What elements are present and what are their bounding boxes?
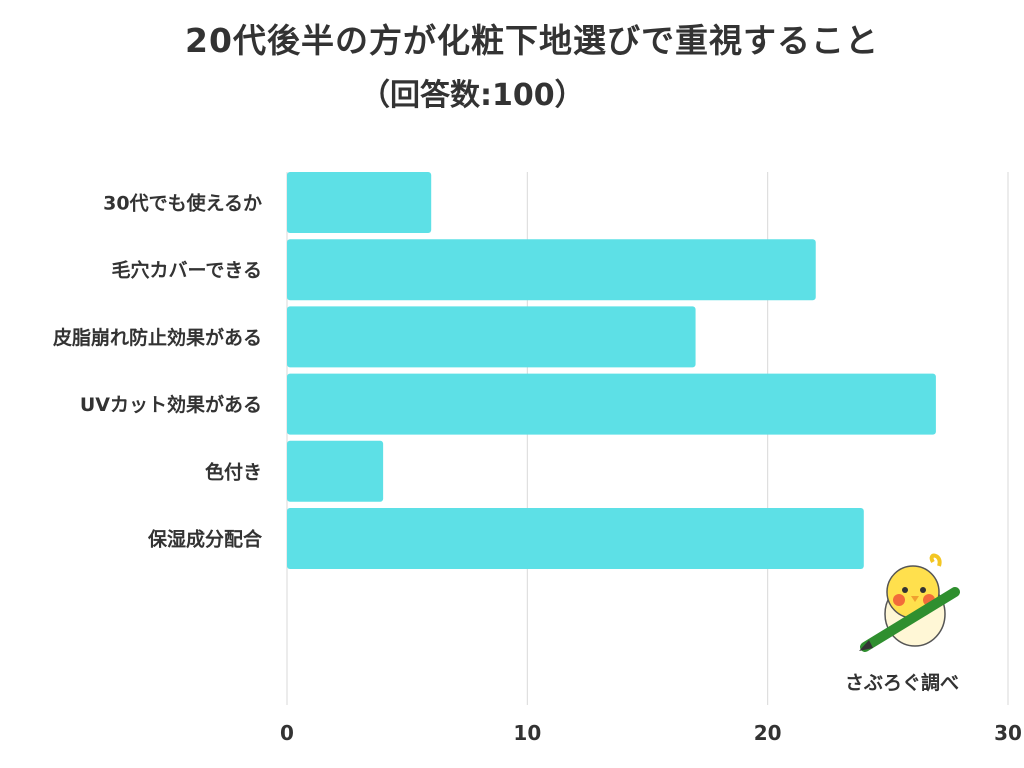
category-label: 30代でも使えるか	[103, 193, 262, 215]
category-label: UVカット効果がある	[80, 393, 262, 416]
bar	[287, 508, 864, 569]
bar	[287, 172, 432, 233]
bar	[287, 306, 696, 368]
chart-title: 20代後半の方が化粧下地選びで重視すること	[185, 21, 879, 60]
x-tick-label: 20	[754, 721, 782, 745]
category-label: 保湿成分配合	[147, 528, 263, 551]
category-label: 毛穴カバーできる	[112, 259, 262, 282]
category-label: 皮脂崩れ防止効果がある	[53, 326, 262, 349]
x-tick-label: 30	[994, 721, 1022, 745]
source-credit: さぶろぐ調べ	[845, 672, 960, 694]
category-label: 色付き	[205, 460, 262, 483]
cockatiel-mascot-icon	[859, 553, 960, 652]
x-tick-label: 10	[513, 721, 541, 745]
bar	[287, 373, 936, 435]
x-tick-label: 0	[280, 721, 294, 745]
bar	[287, 239, 816, 301]
bar	[287, 440, 384, 502]
chart-subtitle: （回答数:100）	[360, 78, 585, 113]
